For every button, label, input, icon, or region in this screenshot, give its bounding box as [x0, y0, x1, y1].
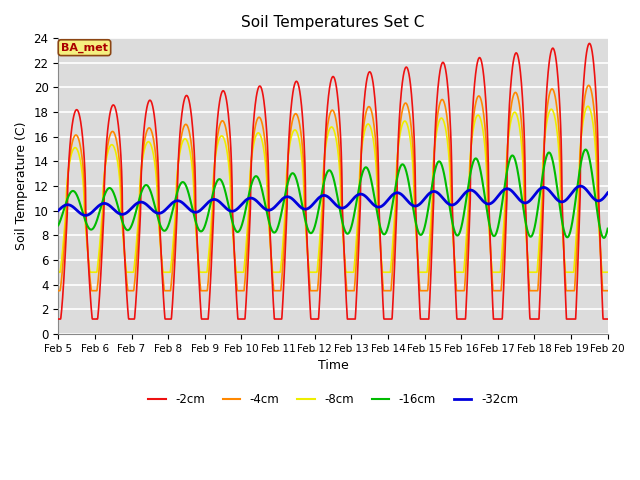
- Legend: -2cm, -4cm, -8cm, -16cm, -32cm: -2cm, -4cm, -8cm, -16cm, -32cm: [143, 388, 523, 411]
- Title: Soil Temperatures Set C: Soil Temperatures Set C: [241, 15, 425, 30]
- Y-axis label: Soil Temperature (C): Soil Temperature (C): [15, 122, 28, 250]
- Text: BA_met: BA_met: [61, 43, 108, 53]
- X-axis label: Time: Time: [317, 359, 348, 372]
